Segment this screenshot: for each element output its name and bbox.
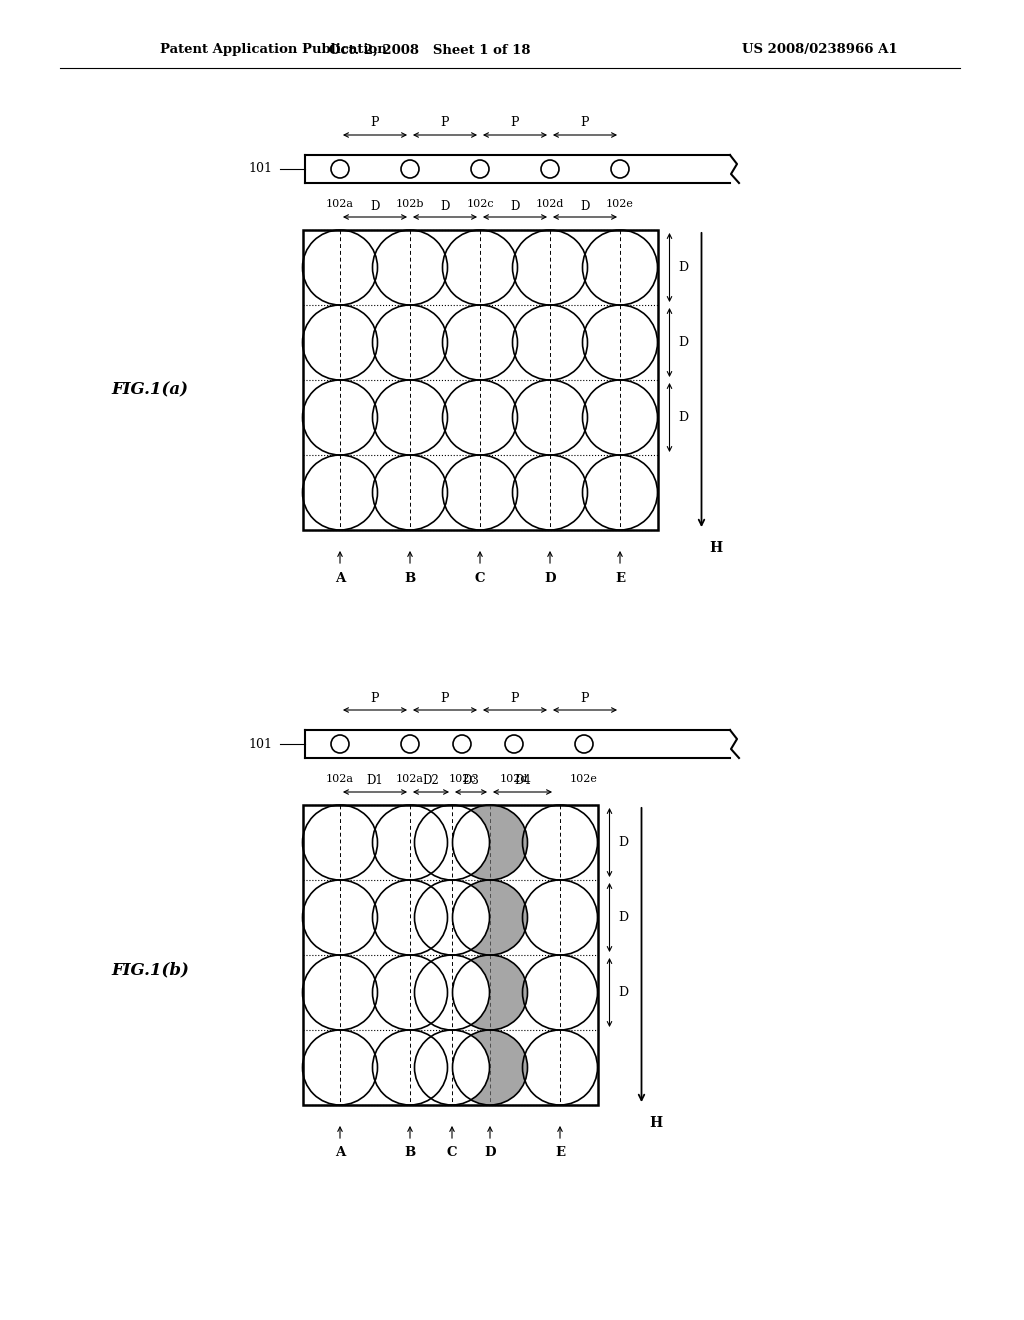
Text: P: P <box>581 116 589 129</box>
Text: D: D <box>679 261 688 275</box>
Polygon shape <box>471 805 527 880</box>
Text: B: B <box>404 1147 416 1159</box>
Polygon shape <box>471 954 527 1030</box>
Text: Patent Application Publication: Patent Application Publication <box>160 44 387 57</box>
Text: P: P <box>511 116 519 129</box>
Text: 102d: 102d <box>536 199 564 209</box>
Text: D: D <box>484 1147 496 1159</box>
Text: C: C <box>475 572 485 585</box>
Text: P: P <box>371 116 379 129</box>
Text: D: D <box>581 199 590 213</box>
Text: D3: D3 <box>463 775 479 788</box>
Text: 102a: 102a <box>396 774 424 784</box>
Text: D: D <box>618 911 629 924</box>
Text: D: D <box>618 836 629 849</box>
Text: H: H <box>709 541 722 554</box>
Text: B: B <box>404 572 416 585</box>
Text: D2: D2 <box>423 775 439 788</box>
Text: E: E <box>555 1147 565 1159</box>
Text: D: D <box>679 337 688 348</box>
Text: P: P <box>581 692 589 705</box>
Text: P: P <box>371 692 379 705</box>
Text: P: P <box>440 692 450 705</box>
Text: US 2008/0238966 A1: US 2008/0238966 A1 <box>742 44 898 57</box>
Text: D1: D1 <box>367 775 383 788</box>
Text: E: E <box>615 572 625 585</box>
Text: D: D <box>544 572 556 585</box>
Text: D: D <box>371 199 380 213</box>
Text: C: C <box>446 1147 458 1159</box>
Text: Oct. 2, 2008   Sheet 1 of 18: Oct. 2, 2008 Sheet 1 of 18 <box>330 44 530 57</box>
Bar <box>302 805 597 1105</box>
Polygon shape <box>471 1030 527 1105</box>
Text: FIG.1(a): FIG.1(a) <box>112 381 188 399</box>
Text: D4: D4 <box>514 775 530 788</box>
Text: 102a: 102a <box>326 199 354 209</box>
Text: 102c: 102c <box>449 774 476 784</box>
Text: 102b: 102b <box>395 199 424 209</box>
Text: D: D <box>618 986 629 999</box>
Text: A: A <box>335 572 345 585</box>
Text: 102d: 102d <box>500 774 528 784</box>
Text: 102e: 102e <box>606 199 634 209</box>
Text: P: P <box>440 116 450 129</box>
Text: A: A <box>335 1147 345 1159</box>
Polygon shape <box>471 880 527 954</box>
Text: H: H <box>649 1115 663 1130</box>
Text: FIG.1(b): FIG.1(b) <box>111 961 189 978</box>
Text: D: D <box>510 199 520 213</box>
Text: 102e: 102e <box>570 774 598 784</box>
Bar <box>302 230 657 531</box>
Text: D: D <box>440 199 450 213</box>
Text: 102c: 102c <box>466 199 494 209</box>
Text: D: D <box>679 411 688 424</box>
Text: 101: 101 <box>248 738 272 751</box>
Text: P: P <box>511 692 519 705</box>
Text: 102a: 102a <box>326 774 354 784</box>
Text: 101: 101 <box>248 162 272 176</box>
